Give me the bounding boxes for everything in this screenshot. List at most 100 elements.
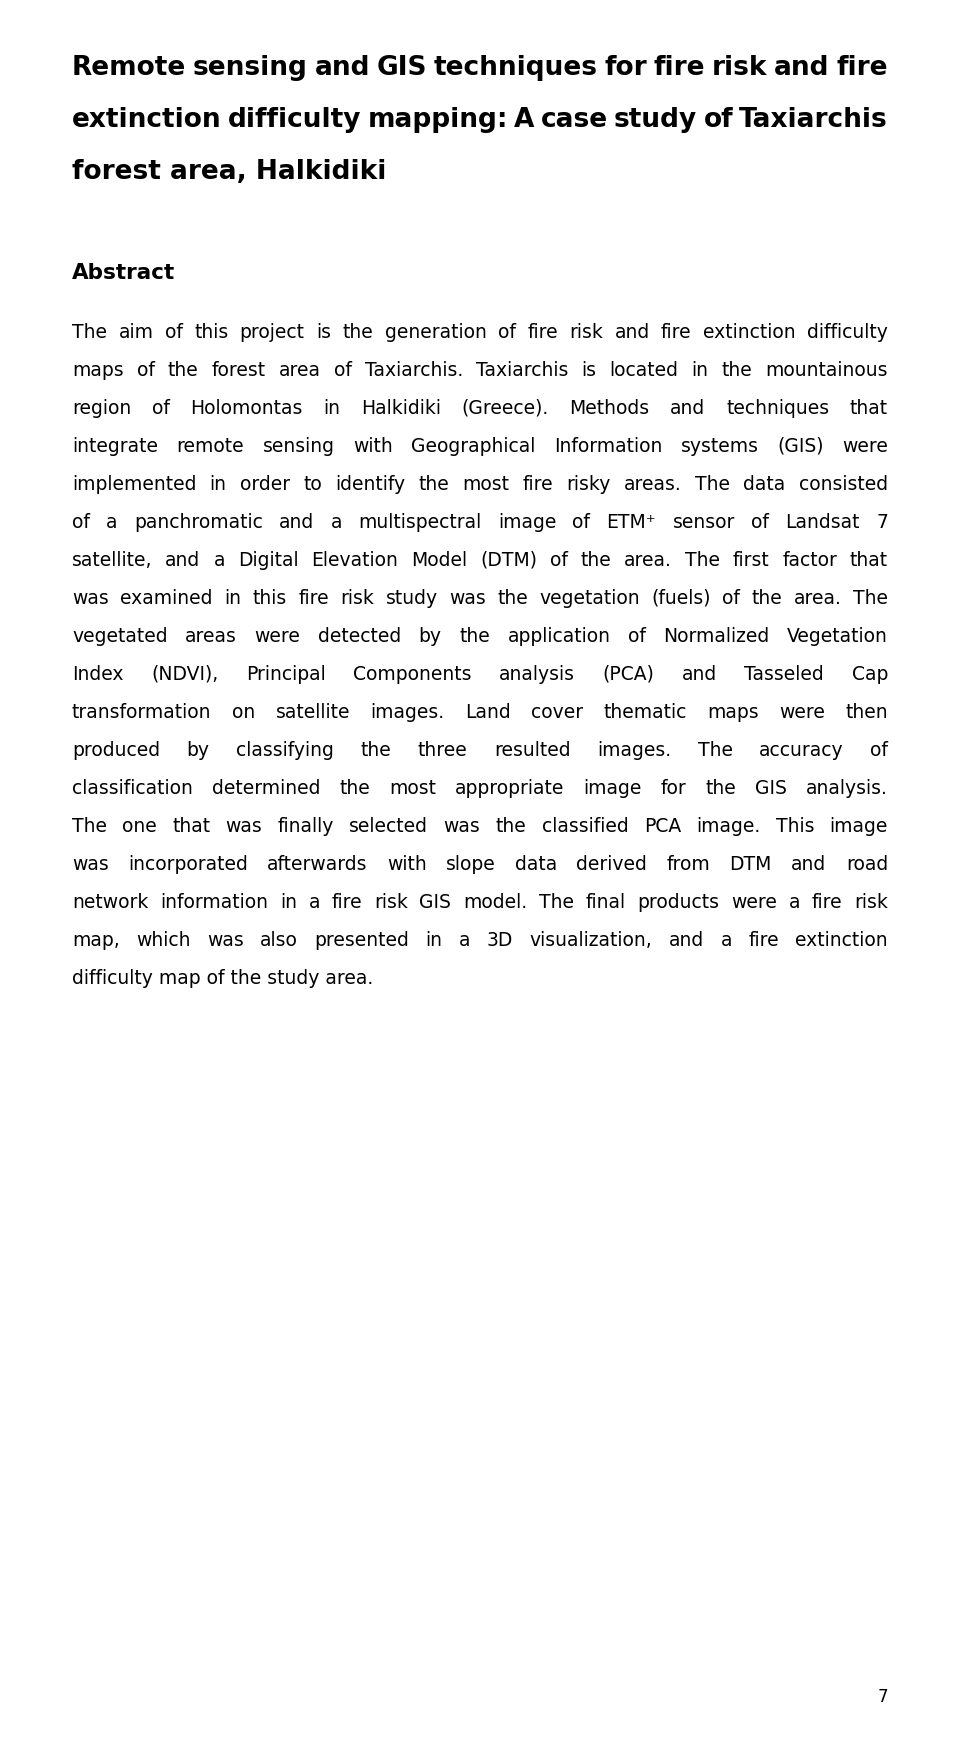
Text: difficulty map of the study area.: difficulty map of the study area. bbox=[72, 969, 373, 988]
Text: fire: fire bbox=[749, 930, 779, 949]
Text: 7: 7 bbox=[876, 513, 888, 532]
Text: and: and bbox=[775, 56, 829, 82]
Text: fire: fire bbox=[299, 590, 328, 609]
Text: vegetated: vegetated bbox=[72, 628, 168, 645]
Text: was: was bbox=[226, 817, 262, 836]
Text: the: the bbox=[722, 362, 753, 381]
Text: case: case bbox=[540, 108, 608, 132]
Text: data: data bbox=[515, 856, 557, 875]
Text: most: most bbox=[463, 475, 510, 494]
Text: difficulty: difficulty bbox=[228, 108, 361, 132]
Text: The: The bbox=[72, 323, 107, 343]
Text: fire: fire bbox=[836, 56, 888, 82]
Text: Landsat: Landsat bbox=[785, 513, 860, 532]
Text: a: a bbox=[788, 894, 800, 911]
Text: of: of bbox=[704, 108, 733, 132]
Text: The: The bbox=[695, 475, 731, 494]
Text: cover: cover bbox=[531, 703, 583, 722]
Text: image.: image. bbox=[696, 817, 760, 836]
Text: and: and bbox=[614, 323, 650, 343]
Text: GIS: GIS bbox=[756, 779, 787, 798]
Text: factor: factor bbox=[782, 551, 837, 570]
Text: and: and bbox=[315, 56, 370, 82]
Text: ETM⁺: ETM⁺ bbox=[607, 513, 657, 532]
Text: slope: slope bbox=[446, 856, 495, 875]
Text: the: the bbox=[497, 590, 528, 609]
Text: areas: areas bbox=[185, 628, 237, 645]
Text: most: most bbox=[389, 779, 436, 798]
Text: determined: determined bbox=[212, 779, 321, 798]
Text: risk: risk bbox=[569, 323, 603, 343]
Text: final: final bbox=[586, 894, 626, 911]
Text: maps: maps bbox=[72, 362, 124, 381]
Text: fire: fire bbox=[527, 323, 558, 343]
Text: the: the bbox=[360, 741, 391, 760]
Text: extinction: extinction bbox=[796, 930, 888, 949]
Text: and: and bbox=[165, 551, 201, 570]
Text: Principal: Principal bbox=[246, 664, 325, 683]
Text: fire: fire bbox=[654, 56, 706, 82]
Text: area.: area. bbox=[794, 590, 842, 609]
Text: 3D: 3D bbox=[487, 930, 514, 949]
Text: is: is bbox=[316, 323, 331, 343]
Text: was: was bbox=[449, 590, 486, 609]
Text: classification: classification bbox=[72, 779, 193, 798]
Text: and: and bbox=[670, 398, 706, 417]
Text: the: the bbox=[752, 590, 782, 609]
Text: Taxiarchis.: Taxiarchis. bbox=[365, 362, 463, 381]
Text: network: network bbox=[72, 894, 149, 911]
Text: Vegetation: Vegetation bbox=[787, 628, 888, 645]
Text: of: of bbox=[334, 362, 351, 381]
Text: Geographical: Geographical bbox=[411, 436, 536, 456]
Text: and: and bbox=[791, 856, 827, 875]
Text: risk: risk bbox=[374, 894, 408, 911]
Text: a: a bbox=[308, 894, 320, 911]
Text: finally: finally bbox=[277, 817, 334, 836]
Text: the: the bbox=[459, 628, 490, 645]
Text: selected: selected bbox=[349, 817, 428, 836]
Text: of: of bbox=[498, 323, 516, 343]
Text: Methods: Methods bbox=[569, 398, 650, 417]
Text: study: study bbox=[614, 108, 697, 132]
Text: accuracy: accuracy bbox=[759, 741, 844, 760]
Text: Taxiarchis: Taxiarchis bbox=[476, 362, 568, 381]
Text: to: to bbox=[303, 475, 322, 494]
Text: visualization,: visualization, bbox=[530, 930, 653, 949]
Text: images.: images. bbox=[371, 703, 444, 722]
Text: resulted: resulted bbox=[493, 741, 570, 760]
Text: risky: risky bbox=[566, 475, 611, 494]
Text: was: was bbox=[72, 590, 108, 609]
Text: mapping:: mapping: bbox=[368, 108, 508, 132]
Text: consisted: consisted bbox=[799, 475, 888, 494]
Text: were: were bbox=[732, 894, 777, 911]
Text: The: The bbox=[539, 894, 574, 911]
Text: also: also bbox=[260, 930, 298, 949]
Text: remote: remote bbox=[177, 436, 244, 456]
Text: appropriate: appropriate bbox=[455, 779, 564, 798]
Text: order: order bbox=[240, 475, 290, 494]
Text: that: that bbox=[850, 398, 888, 417]
Text: Taxiarchis: Taxiarchis bbox=[739, 108, 888, 132]
Text: information: information bbox=[160, 894, 268, 911]
Text: in: in bbox=[279, 894, 297, 911]
Text: Information: Information bbox=[554, 436, 662, 456]
Text: afterwards: afterwards bbox=[267, 856, 368, 875]
Text: vegetation: vegetation bbox=[540, 590, 640, 609]
Text: A: A bbox=[515, 108, 535, 132]
Text: incorporated: incorporated bbox=[128, 856, 248, 875]
Text: forest: forest bbox=[211, 362, 266, 381]
Text: one: one bbox=[122, 817, 157, 836]
Text: detected: detected bbox=[318, 628, 401, 645]
Text: the: the bbox=[168, 362, 199, 381]
Text: of: of bbox=[870, 741, 888, 760]
Text: extinction: extinction bbox=[703, 323, 796, 343]
Text: first: first bbox=[732, 551, 769, 570]
Text: risk: risk bbox=[854, 894, 888, 911]
Text: (NDVI),: (NDVI), bbox=[151, 664, 218, 683]
Text: for: for bbox=[660, 779, 686, 798]
Text: difficulty: difficulty bbox=[807, 323, 888, 343]
Text: products: products bbox=[637, 894, 719, 911]
Text: that: that bbox=[172, 817, 210, 836]
Text: of: of bbox=[136, 362, 155, 381]
Text: this: this bbox=[194, 323, 228, 343]
